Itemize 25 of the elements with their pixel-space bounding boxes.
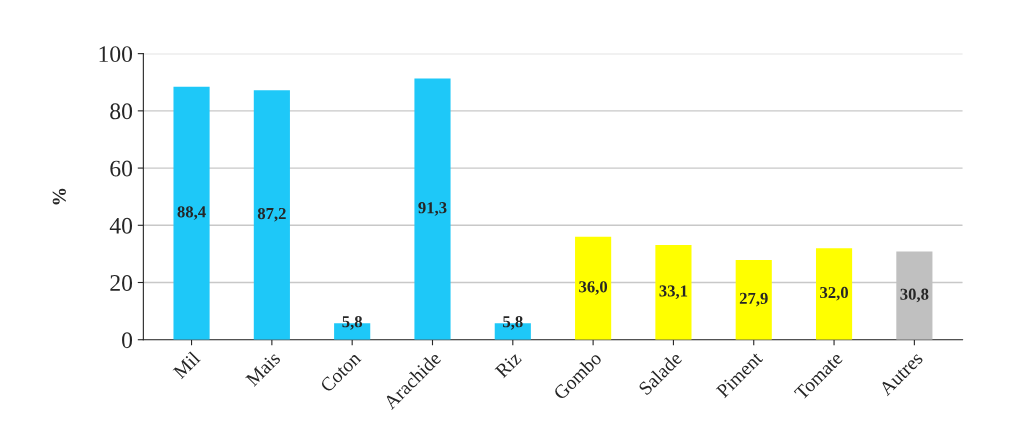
y-tick-label: 20 bbox=[110, 274, 133, 291]
bar bbox=[173, 86, 210, 340]
data-label: 32,0 bbox=[820, 286, 849, 301]
bar bbox=[735, 259, 772, 340]
data-label: 30,8 bbox=[900, 288, 929, 303]
data-label: 36,0 bbox=[579, 281, 608, 295]
x-tick-label: Mais bbox=[245, 351, 282, 387]
y-tick-label: 0 bbox=[122, 332, 133, 349]
y-axis-title: % bbox=[52, 188, 66, 205]
bar bbox=[815, 248, 853, 340]
bar bbox=[414, 78, 451, 340]
bar bbox=[575, 236, 612, 340]
data-label: 88,4 bbox=[177, 206, 206, 220]
y-tick-label: 60 bbox=[110, 160, 133, 177]
data-label: 91,3 bbox=[418, 202, 447, 216]
y-tick-label: 40 bbox=[109, 217, 133, 234]
y-tick-label: 80 bbox=[110, 103, 133, 120]
bar bbox=[655, 245, 692, 340]
y-tick-label: 100 bbox=[99, 46, 133, 63]
data-label: 33,1 bbox=[659, 285, 688, 299]
x-tick-label: Riz bbox=[494, 350, 522, 379]
x-tick-label: Mil bbox=[172, 350, 201, 380]
data-label: 27,9 bbox=[739, 292, 768, 307]
data-label: 87,2 bbox=[257, 207, 286, 222]
bar bbox=[253, 90, 290, 340]
